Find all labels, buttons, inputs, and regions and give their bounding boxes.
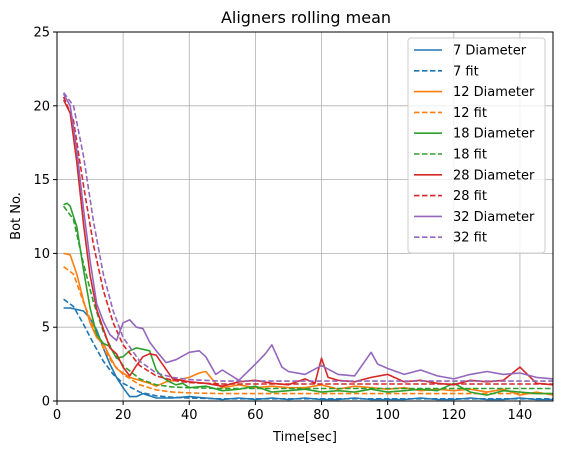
legend-label-32-fit: 32 fit xyxy=(453,231,487,246)
legend-label-32-diameter: 32 Diameter xyxy=(453,210,535,225)
legend-label-7-diameter: 7 Diameter xyxy=(453,44,527,59)
x-tick-label: 40 xyxy=(181,408,198,423)
y-tick-label: 0 xyxy=(42,395,50,410)
y-tick-label: 25 xyxy=(33,26,50,41)
legend-label-7-fit: 7 fit xyxy=(453,64,479,79)
legend-label-28-fit: 28 fit xyxy=(453,189,487,204)
x-tick-label: 140 xyxy=(508,408,533,423)
y-axis-ticks: 0 5 10 15 20 25 xyxy=(33,26,57,410)
series-32-diameter-line xyxy=(62,93,553,382)
y-tick-label: 20 xyxy=(33,99,50,114)
series-group xyxy=(62,92,553,401)
series-18-diameter-line xyxy=(63,202,553,396)
x-tick-label: 100 xyxy=(375,408,400,423)
series-28-diameter-line xyxy=(62,99,553,388)
legend-label-28-diameter: 28 Diameter xyxy=(453,168,535,183)
series-32-fit-line xyxy=(62,92,553,382)
y-tick-label: 5 xyxy=(42,321,50,336)
x-axis-ticks: 0 20 40 60 80 100 120 140 xyxy=(53,401,532,423)
chart-title: Aligners rolling mean xyxy=(221,8,391,27)
legend-label-18-fit: 18 fit xyxy=(453,148,487,163)
legend-label-12-diameter: 12 Diameter xyxy=(453,85,535,100)
y-tick-label: 15 xyxy=(33,173,50,188)
x-tick-label: 20 xyxy=(115,408,132,423)
y-tick-label: 10 xyxy=(33,247,50,262)
x-tick-label: 80 xyxy=(313,408,330,423)
legend: 7 Diameter 7 fit 12 Diameter 12 fit 18 Diame… xyxy=(407,37,546,254)
x-axis-label: Time[sec] xyxy=(272,430,337,445)
series-7-fit-line xyxy=(63,298,553,400)
x-tick-label: 120 xyxy=(441,408,466,423)
series-28-fit-line xyxy=(62,96,553,385)
series-18-fit-line xyxy=(62,205,553,390)
legend-label-18-diameter: 18 Diameter xyxy=(453,127,535,142)
legend-box xyxy=(407,37,546,254)
legend-label-12-fit: 12 fit xyxy=(453,106,487,121)
plot-frame xyxy=(56,31,554,402)
x-tick-label: 0 xyxy=(53,408,61,423)
y-axis-label: Bot No. xyxy=(9,192,24,240)
x-tick-label: 60 xyxy=(247,408,264,423)
